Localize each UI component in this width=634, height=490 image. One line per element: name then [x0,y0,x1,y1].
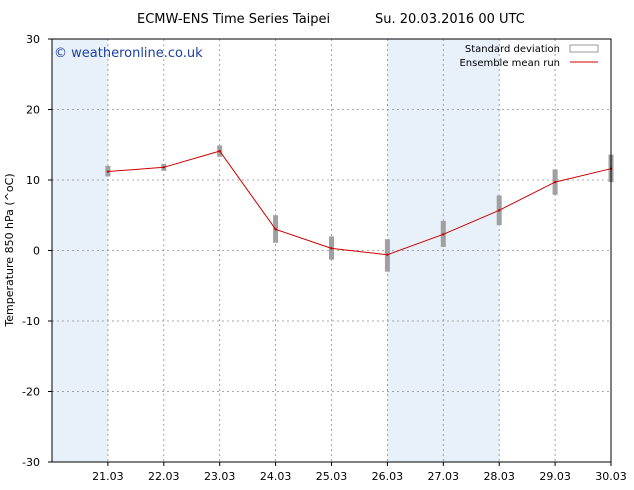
x-tick-label: 26.03 [372,470,404,483]
x-tick-label: 23.03 [204,470,236,483]
mean-point [553,180,557,184]
mean-point [274,228,277,231]
y-tick-label: -10 [22,315,40,328]
y-tick-label: 10 [26,174,40,187]
x-tick-label: 27.03 [428,470,460,483]
chart-title: ECMW-ENS Time Series Taipei [137,12,330,27]
x-tick-label: 25.03 [316,470,348,483]
x-tick-label: 30.03 [595,470,627,483]
legend-std-label: Standard deviation [465,44,560,55]
y-tick-label: -20 [22,386,40,399]
y-tick-label: -30 [22,456,40,469]
legend: Standard deviation Ensemble mean run [459,44,599,69]
chart-run-date: Su. 20.03.2016 00 UTC [375,12,525,27]
x-tick-label: 28.03 [483,470,515,483]
mean-point [442,233,445,236]
mean-point [162,166,165,169]
x-tick-label: 29.03 [539,470,571,483]
plot-area: -30 -20 -10 0 10 20 30 21.03 22.03 23.03 24.03 25.0… [22,33,627,483]
y-tick-label: 0 [33,245,40,258]
y-axis-label: Temperature 850 hPa (^oC) [3,173,16,327]
legend-mean-label: Ensemble mean run [459,58,560,69]
shaded-period-0 [52,39,108,462]
mean-point [386,253,389,256]
watermark: © weatheronline.co.uk [54,46,203,61]
y-tick-label: 30 [26,33,40,46]
mean-point [218,149,221,153]
mean-point [106,170,110,173]
legend-std-swatch [569,44,599,53]
y-tick-label: 20 [26,104,40,117]
mean-point [330,247,333,250]
plot-frame [51,38,612,463]
x-tick-label: 21.03 [92,470,124,483]
x-tick-label: 24.03 [260,470,292,483]
mean-point [498,209,501,212]
x-tick-label: 22.03 [148,470,180,483]
mean-line [107,150,612,256]
